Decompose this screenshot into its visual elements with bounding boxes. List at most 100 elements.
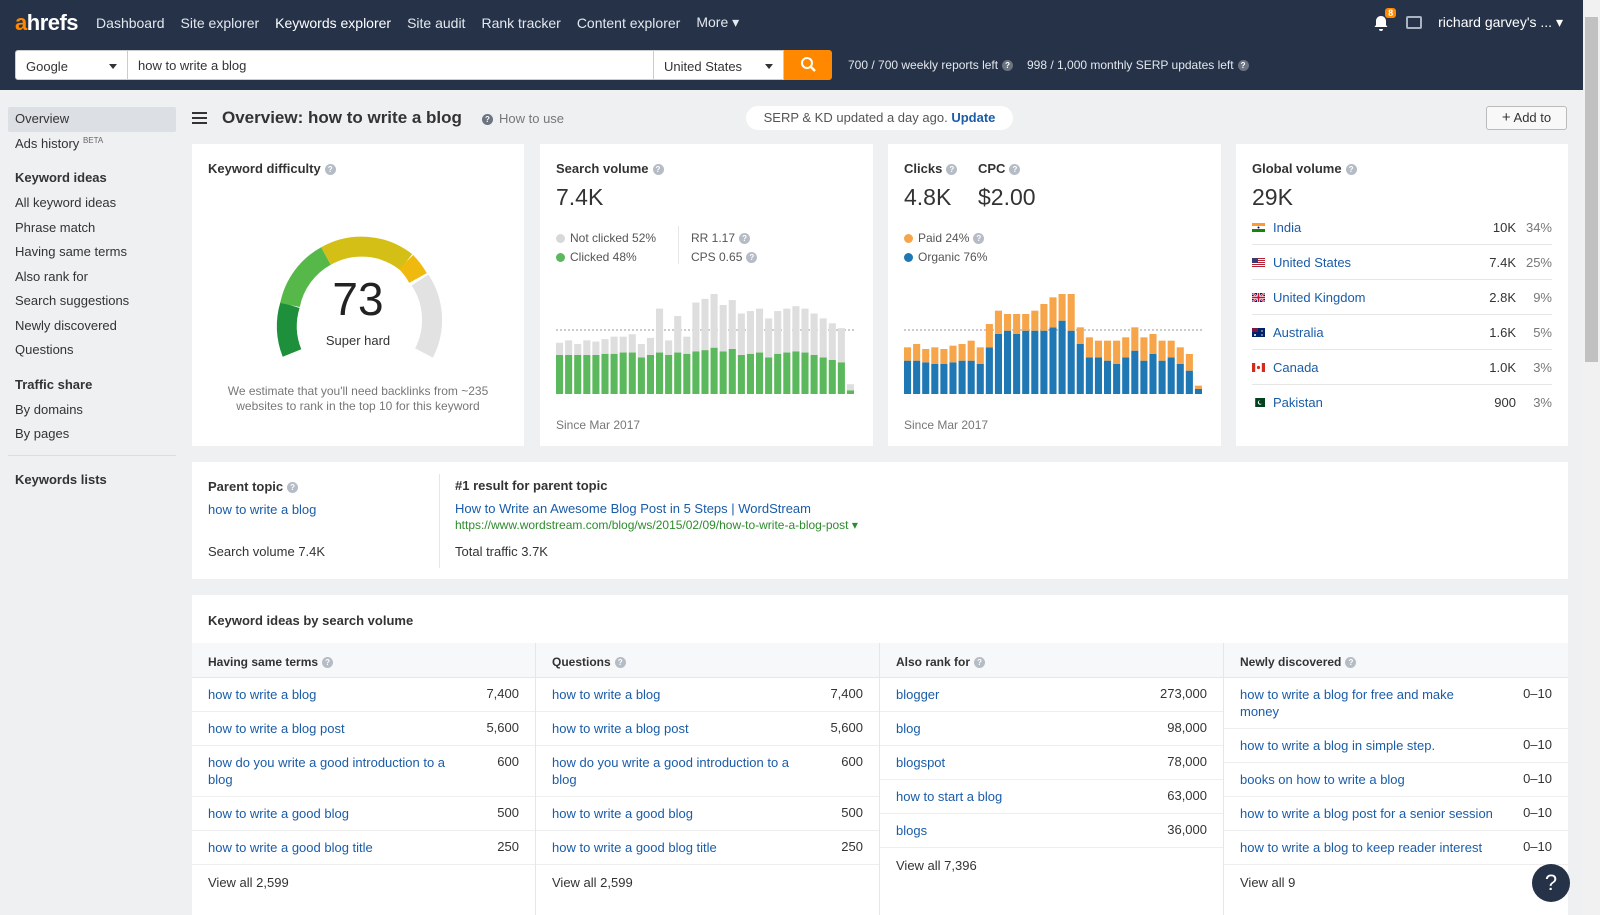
- gv-country-percent: 5%: [1533, 324, 1552, 340]
- help-icon[interactable]: ?: [322, 657, 334, 669]
- notifications-bell-icon[interactable]: 8: [1372, 7, 1397, 32]
- top-result-link[interactable]: How to Write an Awesome Blog Post in 5 S…: [455, 501, 811, 516]
- nav-dashboard[interactable]: Dashboard: [96, 14, 165, 31]
- help-icon[interactable]: ?: [324, 164, 336, 176]
- sidebar-item-phrase-match[interactable]: Phrase match: [15, 219, 96, 235]
- bar-organic: [1085, 357, 1093, 394]
- sidebar-item-having-same-terms[interactable]: Having same terms: [15, 244, 127, 259]
- help-icon[interactable]: ?: [614, 657, 626, 669]
- view-all-link[interactable]: View all 2,599: [552, 875, 633, 890]
- sv-value: 7.4K: [556, 184, 604, 210]
- nav-keywords-explorer[interactable]: Keywords explorer: [275, 14, 392, 31]
- view-all-link[interactable]: View all 2,599: [208, 875, 289, 890]
- kw-link[interactable]: how to write a blog for free and make mo…: [1240, 687, 1454, 719]
- kw-link[interactable]: how to write a good blog: [552, 806, 693, 821]
- bar-paid: [958, 344, 966, 361]
- kw-link[interactable]: how to write a blog post: [208, 721, 345, 736]
- clicks-since: Since Mar 2017: [904, 418, 989, 432]
- serp-update-link[interactable]: Update: [951, 110, 996, 125]
- view-all-link[interactable]: View all 9: [1240, 875, 1296, 890]
- help-icon[interactable]: ?: [1237, 60, 1249, 72]
- help-icon[interactable]: ?: [1345, 657, 1357, 669]
- menu-toggle-icon[interactable]: [192, 112, 207, 127]
- sidebar-item-newly-discovered[interactable]: Newly discovered: [15, 317, 117, 333]
- help-icon[interactable]: ?: [946, 164, 958, 176]
- bar-organic: [904, 360, 912, 394]
- kw-link[interactable]: how to write a blog in simple step.: [1240, 738, 1436, 753]
- gv-country-row: Canada 1.0K 3%: [1252, 350, 1552, 385]
- scrollbar-thumb[interactable]: [1585, 17, 1598, 362]
- help-icon[interactable]: ?: [974, 657, 986, 669]
- search-engine-select[interactable]: Google: [15, 50, 128, 80]
- nav-more[interactable]: More ▾: [696, 14, 740, 30]
- kw-link[interactable]: blog: [896, 721, 921, 736]
- user-menu[interactable]: richard garvey's ... ▾: [1438, 14, 1563, 30]
- keyword-ideas-card: Keyword ideas by search volume Having sa…: [192, 595, 1568, 915]
- country-select[interactable]: United States: [653, 50, 784, 80]
- ahrefs-logo[interactable]: ahrefs: [15, 9, 79, 35]
- how-to-use-link[interactable]: ? How to use: [482, 111, 564, 126]
- kw-link[interactable]: how to write a blog post for a senior se…: [1240, 806, 1493, 821]
- keyword-search-input[interactable]: [127, 50, 654, 80]
- gv-country-link[interactable]: India: [1273, 219, 1302, 235]
- kw-link[interactable]: how to write a blog to keep reader inter…: [1240, 840, 1483, 855]
- bar-organic: [1031, 330, 1039, 394]
- kw-link[interactable]: how to write a good blog: [208, 806, 349, 821]
- kw-link[interactable]: books on how to write a blog: [1240, 772, 1405, 787]
- sidebar-item-by-domains[interactable]: By domains: [15, 401, 83, 417]
- kw-volume: 78,000: [1167, 754, 1207, 769]
- view-all-link[interactable]: View all 7,396: [896, 858, 977, 873]
- cps-value: CPS 0.65?: [691, 250, 758, 264]
- kw-link[interactable]: how to write a good blog title: [552, 840, 717, 855]
- bar-paid: [1067, 294, 1075, 331]
- kw-link[interactable]: how to write a blog: [208, 687, 317, 702]
- sidebar-item-search-suggestions[interactable]: Search suggestions: [15, 293, 130, 308]
- kw-link[interactable]: blogs: [896, 823, 928, 838]
- gv-country-link[interactable]: Canada: [1273, 359, 1319, 375]
- bar-paid: [1085, 337, 1093, 358]
- bar-not-clicked: [601, 339, 609, 354]
- nav-site-audit[interactable]: Site audit: [407, 14, 466, 31]
- search-button[interactable]: [784, 50, 832, 80]
- add-to-button[interactable]: + Add to: [1486, 106, 1567, 130]
- help-icon[interactable]: ?: [1002, 60, 1014, 72]
- kw-link[interactable]: how do you write a good introduction to …: [208, 755, 446, 787]
- parent-topic-link[interactable]: how to write a blog: [208, 502, 317, 517]
- help-icon[interactable]: ?: [739, 233, 751, 245]
- nav-content-explorer[interactable]: Content explorer: [576, 14, 681, 31]
- kw-link[interactable]: how to write a blog: [552, 687, 661, 702]
- kw-link[interactable]: how to start a blog: [896, 789, 1003, 804]
- help-icon[interactable]: ?: [1009, 164, 1021, 176]
- sidebar-item-overview[interactable]: Overview: [8, 107, 176, 132]
- kw-row: how to start a blog 63,000: [880, 780, 1223, 814]
- kw-link[interactable]: how do you write a good introduction to …: [552, 755, 790, 787]
- sidebar-item-keywords-lists[interactable]: Keywords lists: [15, 471, 107, 487]
- sidebar-item-also-rank-for[interactable]: Also rank for: [15, 268, 88, 284]
- top-result-url[interactable]: https://www.wordstream.com/blog/ws/2015/…: [455, 518, 858, 532]
- nav-site-explorer[interactable]: Site explorer: [180, 14, 260, 31]
- help-chat-button[interactable]: ?: [1532, 864, 1570, 902]
- kw-link[interactable]: blogger: [896, 687, 940, 702]
- help-icon[interactable]: ?: [287, 482, 299, 494]
- sidebar-item-by-pages[interactable]: By pages: [15, 426, 70, 441]
- sidebar-item-all-keyword-ideas[interactable]: All keyword ideas: [15, 195, 117, 210]
- monitor-icon[interactable]: [1406, 16, 1423, 29]
- help-icon[interactable]: ?: [973, 233, 985, 245]
- scrollbar[interactable]: [1583, 0, 1600, 915]
- gv-country-link[interactable]: United States: [1273, 254, 1352, 270]
- us-flag-icon: [1252, 257, 1265, 267]
- help-icon[interactable]: ?: [1345, 164, 1357, 176]
- kw-link[interactable]: how to write a good blog title: [208, 840, 373, 855]
- bar-not-clicked: [746, 311, 754, 354]
- nav-rank-tracker[interactable]: Rank tracker: [481, 14, 561, 31]
- kw-link[interactable]: how to write a blog post: [552, 721, 689, 736]
- gv-country-link[interactable]: Pakistan: [1273, 395, 1323, 410]
- help-icon[interactable]: ?: [746, 252, 758, 264]
- sidebar-item-questions[interactable]: Questions: [15, 342, 74, 357]
- cpc-value: $2.00: [978, 184, 1036, 210]
- help-icon[interactable]: ?: [652, 164, 664, 176]
- gv-country-link[interactable]: Australia: [1273, 324, 1324, 340]
- kw-link[interactable]: blogspot: [896, 755, 946, 770]
- gv-country-link[interactable]: United Kingdom: [1273, 289, 1366, 305]
- sidebar-item-ads-history[interactable]: Ads history BETA: [15, 135, 104, 151]
